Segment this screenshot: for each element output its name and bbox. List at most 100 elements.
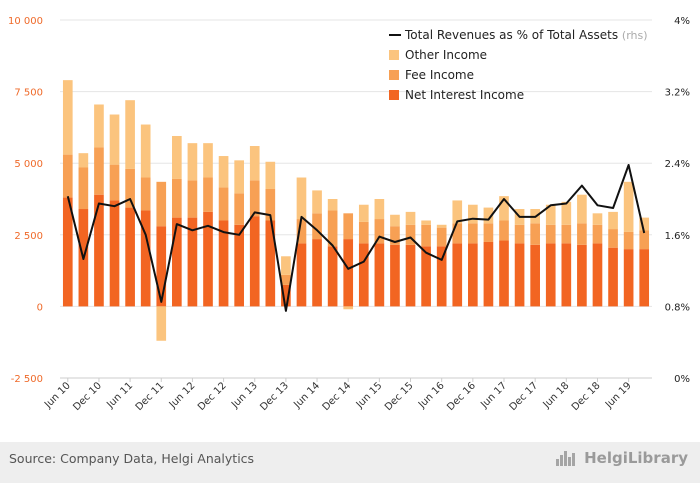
x-tick-label: Dec 11 <box>134 380 167 413</box>
bar-segment <box>94 147 104 195</box>
x-tick-label: Jun 15 <box>354 380 385 411</box>
bar-segment <box>218 156 229 188</box>
bar-segment <box>156 181 167 227</box>
bar-segment <box>468 204 478 224</box>
bar-segment <box>390 226 400 245</box>
y-axis-right: 0% 0.8% 1.6% 2.4% 3.2% 4% <box>665 16 690 385</box>
legend-line-label: Total Revenues as % of Total Assets (rhs… <box>404 28 648 42</box>
x-tick-label: Jun 16 <box>416 380 447 411</box>
bar-segment <box>265 188 276 221</box>
y-tick-label-left: 0 <box>37 302 43 313</box>
bar-segment <box>436 227 447 247</box>
y-tick-label-left: 2 500 <box>14 231 43 242</box>
x-tick-label: Dec 14 <box>321 380 354 413</box>
x-tick-label: Dec 12 <box>196 380 229 413</box>
bar-segment <box>436 246 447 307</box>
bar-segment <box>140 210 151 307</box>
bars-group <box>62 80 650 341</box>
bar-segment <box>249 216 260 307</box>
x-tick-label: Jun 19 <box>603 380 634 411</box>
bar-segment <box>125 100 135 169</box>
x-tick-label: Jun 10 <box>42 380 73 411</box>
legend-other-swatch <box>389 50 399 60</box>
bar-segment <box>94 104 104 148</box>
bar-segment <box>296 177 307 220</box>
bar-segment <box>390 214 400 227</box>
bar-segment <box>639 217 650 231</box>
bar-segment <box>514 243 525 307</box>
bar-segment <box>327 210 338 247</box>
bar-segment <box>218 187 229 221</box>
bar-segment <box>187 180 198 218</box>
bar-segment <box>109 200 120 307</box>
bar-segment <box>234 224 244 307</box>
bar-segment <box>203 143 213 178</box>
legend-nii-label: Net Interest Income <box>405 88 524 102</box>
y-tick-label-right: 0% <box>674 374 690 385</box>
bar-segment <box>249 180 260 217</box>
bar-segment <box>561 201 572 225</box>
bar-segment <box>623 181 634 232</box>
x-tick-label: Dec 16 <box>445 380 478 413</box>
bar-segment <box>203 177 213 212</box>
bar-segment <box>187 143 198 181</box>
bar-segment <box>140 124 151 178</box>
bar-segment <box>234 193 244 225</box>
bar-segment <box>483 207 494 224</box>
bar-segment <box>639 230 650 250</box>
bar-segment <box>78 153 89 168</box>
bar-segment <box>483 241 494 307</box>
bar-segment <box>405 211 416 225</box>
x-tick-label: Dec 10 <box>71 380 104 413</box>
revenue-ratio-line <box>66 164 646 312</box>
stacked-bar-line-chart: -2 500 0 2 500 5 000 7 500 10 000 0% 0.8% 1.6% 2… <box>8 16 690 413</box>
bar-segment <box>62 80 73 155</box>
x-tick-label: Jun 13 <box>229 380 260 411</box>
y-tick-label-right: 0.8% <box>665 302 690 313</box>
y-axis-left: -2 500 0 2 500 5 000 7 500 10 000 <box>8 16 43 385</box>
bar-segment <box>62 197 73 307</box>
y-tick-label-right: 2.4% <box>665 159 690 170</box>
x-tick-label: Jun 12 <box>167 380 198 411</box>
bar-segment <box>78 167 89 210</box>
bar-segment <box>374 243 385 307</box>
legend-fee-swatch <box>389 70 399 80</box>
bar-segment <box>234 160 244 194</box>
bar-segment <box>592 213 603 225</box>
bar-segment <box>452 200 463 224</box>
bar-segment <box>545 243 556 307</box>
bar-segment <box>577 223 587 245</box>
bar-segment <box>405 244 416 307</box>
bar-segment <box>483 223 494 242</box>
bar-segment <box>436 224 447 228</box>
bar-segment <box>577 194 587 224</box>
x-tick-label: Dec 18 <box>570 380 603 413</box>
bar-segment <box>577 244 587 307</box>
x-tick-label: Jun 18 <box>541 380 572 411</box>
source-text: Source: Company Data, Helgi Analytics <box>9 451 255 466</box>
y-tick-label-left: 7 500 <box>14 88 43 99</box>
legend-nii-swatch <box>389 90 399 100</box>
y-tick-label-left: 10 000 <box>8 16 43 27</box>
bar-segment <box>140 177 151 211</box>
bar-segment <box>312 213 322 240</box>
footer: Source: Company Data, Helgi Analytics He… <box>0 442 700 483</box>
bar-segment <box>265 161 276 189</box>
bar-segment <box>109 114 120 165</box>
bar-segment <box>592 224 603 244</box>
bar-segment <box>452 243 463 307</box>
bar-segment <box>374 199 385 220</box>
bar-segment <box>343 239 354 307</box>
bar-segment <box>639 249 650 307</box>
bar-segment <box>172 217 182 307</box>
bar-segment <box>608 211 618 230</box>
bar-segment <box>561 243 572 307</box>
x-tick-label: Jun 14 <box>291 380 322 411</box>
bar-segment <box>343 306 354 310</box>
y-tick-label-right: 4% <box>674 16 690 27</box>
y-tick-label-left: 5 000 <box>14 159 43 170</box>
bar-segment <box>468 223 478 244</box>
bar-segment <box>530 244 540 307</box>
bar-segment <box>545 224 556 244</box>
